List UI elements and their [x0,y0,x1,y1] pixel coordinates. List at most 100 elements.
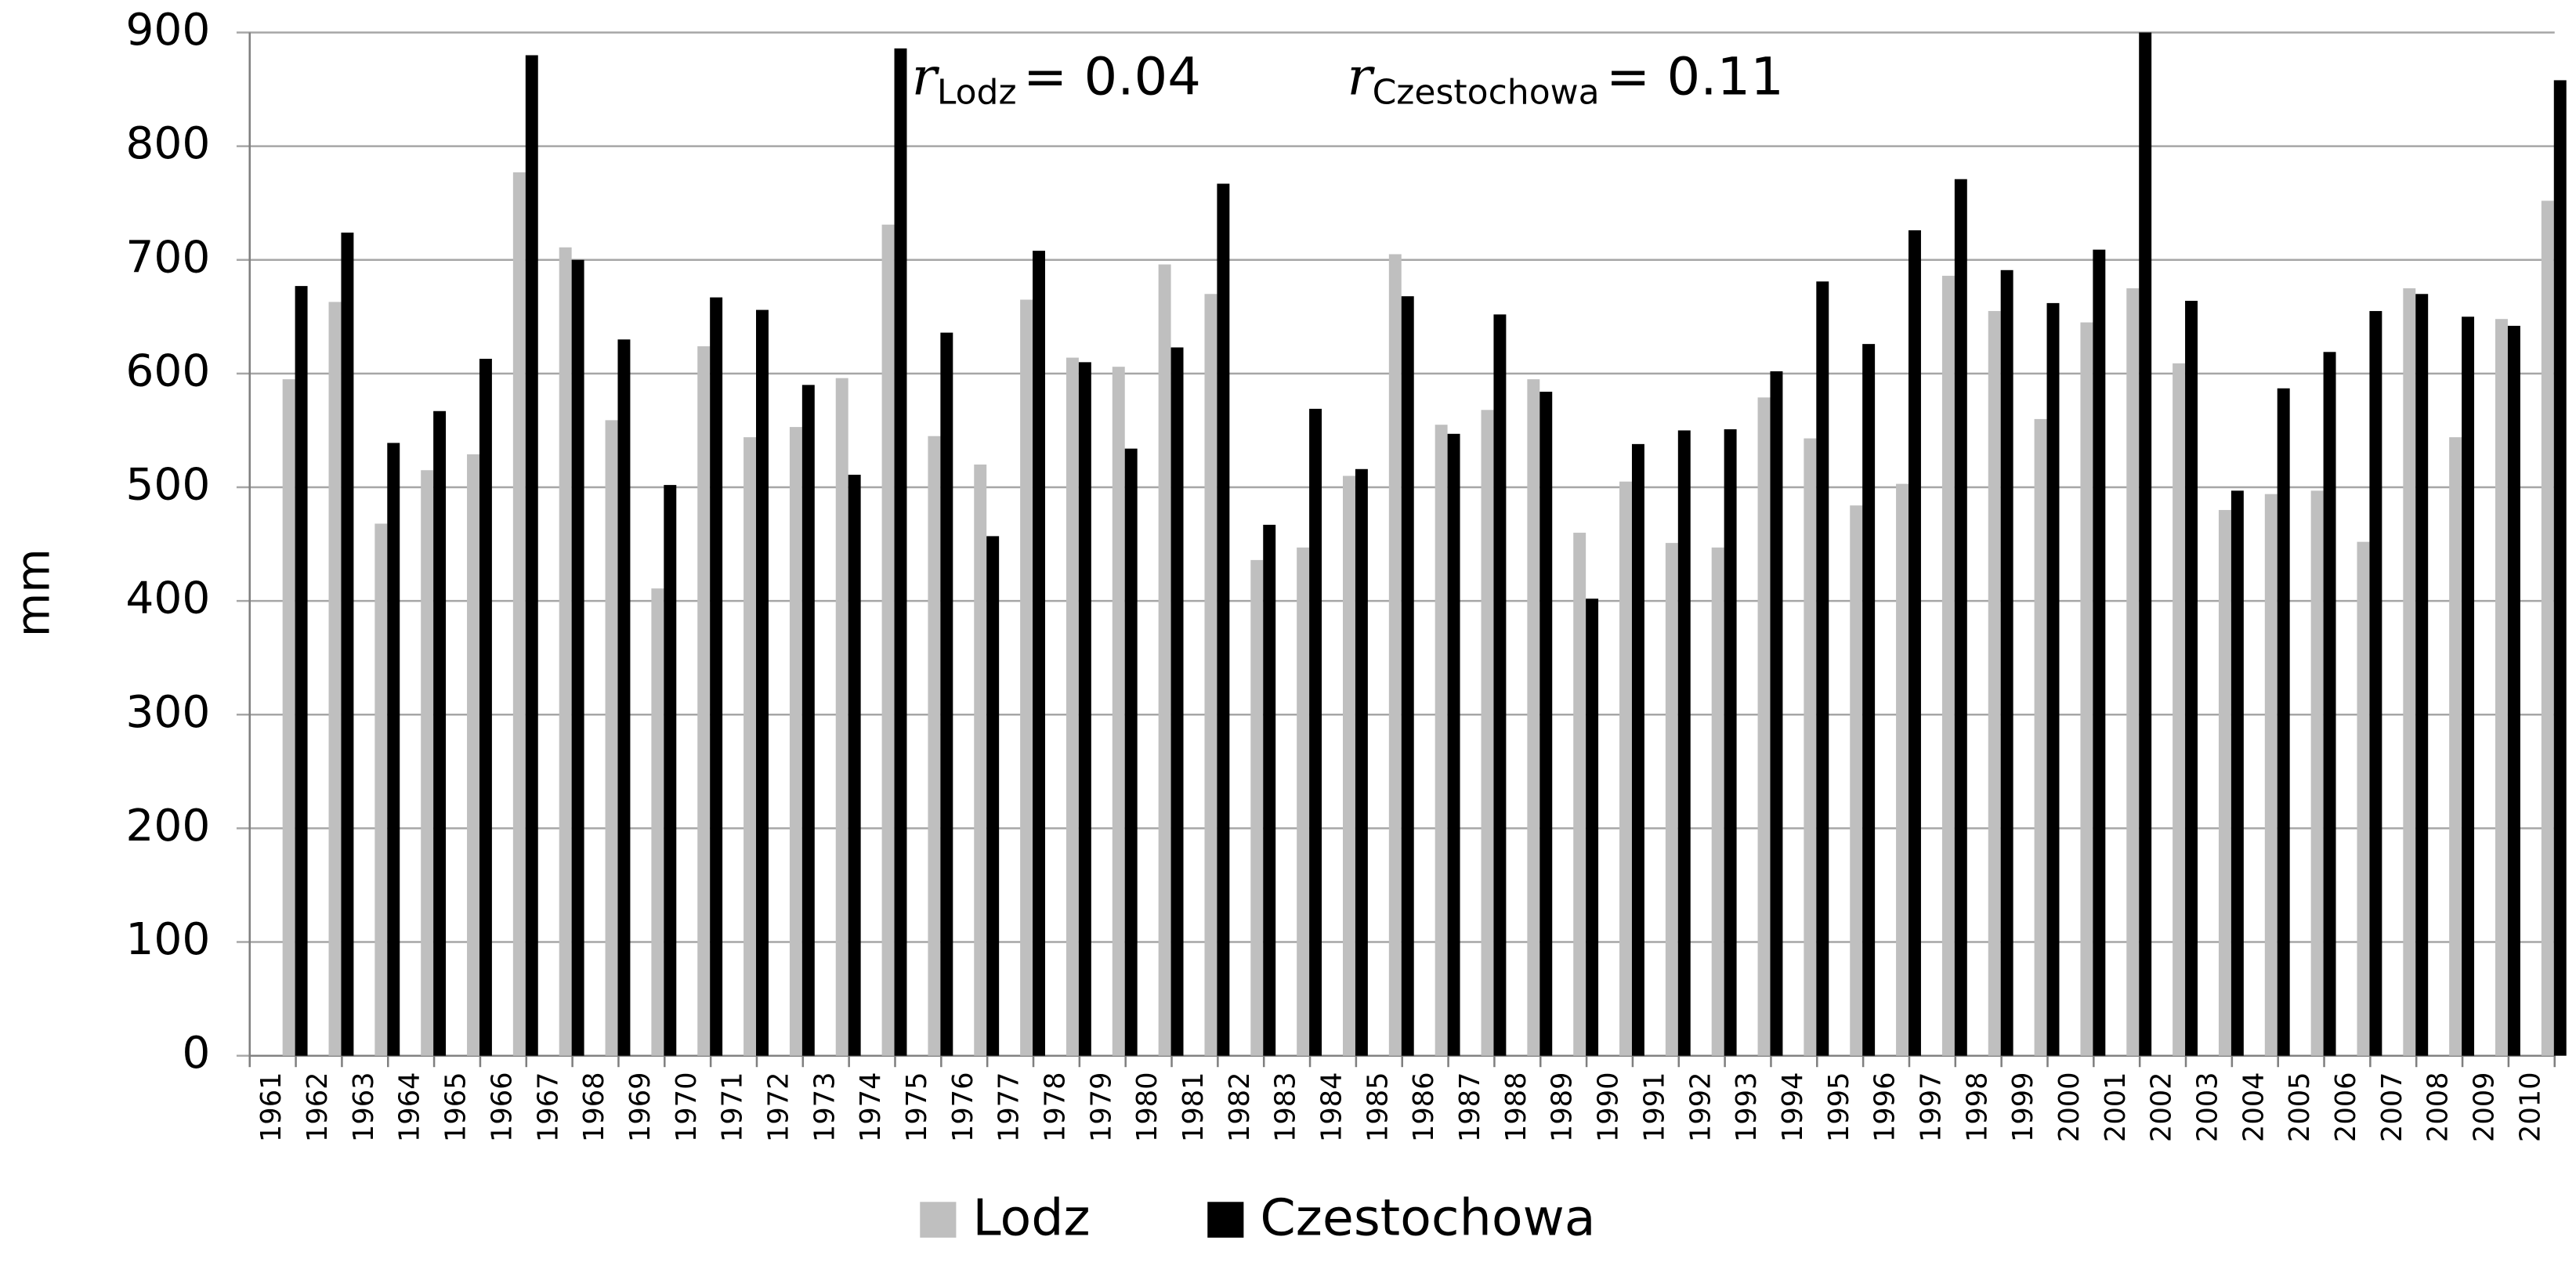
bar [1401,296,1414,1056]
bar [2218,510,2231,1056]
y-tick-label: 500 [125,460,210,511]
bar [1677,430,1691,1056]
bar [835,378,848,1056]
bar [328,302,342,1056]
bar [2357,541,2370,1056]
bar [1631,443,1644,1056]
x-tick-label: 1964 [394,1072,426,1142]
bar [559,247,572,1056]
bar [1711,547,1724,1056]
y-tick-label: 200 [125,801,210,852]
bar [1342,476,1355,1056]
bar [1297,547,1310,1056]
x-tick-label: 2003 [2191,1072,2223,1142]
x-tick-label: 1999 [2007,1072,2039,1142]
x-tick-label: 1986 [1408,1072,1440,1142]
bar [2553,80,2567,1056]
x-tick-label: 1991 [1638,1072,1670,1142]
x-tick-label: 1982 [1224,1072,1256,1142]
x-tick-label: 1994 [1777,1072,1809,1142]
x-tick-label: 1972 [762,1072,794,1142]
y-tick-label: 800 [125,118,210,169]
bar [2034,418,2047,1056]
x-tick-label: 1985 [1362,1072,1394,1142]
bar [282,379,295,1056]
x-tick-label: 2002 [2145,1072,2177,1142]
x-tick-label: 1997 [1915,1072,1947,1142]
bar [2323,352,2336,1056]
annotation: rLodz = 0.04 [912,46,1201,113]
x-tick-label: 2004 [2238,1072,2270,1142]
bar [1573,533,1586,1056]
y-tick-label: 900 [125,5,210,56]
bar [2415,294,2429,1056]
bar [1804,438,1817,1056]
annotation-subscript: Lodz [937,73,1017,113]
x-tick-label: 2000 [2053,1072,2086,1142]
bar [1757,397,1771,1056]
bar [2310,490,2324,1056]
bar [479,359,492,1056]
x-tick-label: 1970 [671,1072,703,1142]
y-tick-label: 400 [125,573,210,624]
bar [1770,371,1783,1056]
bar [2449,437,2462,1056]
annotation: rCzestochowa = 0.11 [1347,46,1783,113]
bar [1724,429,1737,1056]
bar [1020,299,1033,1056]
bar [1850,505,1863,1056]
bar [1908,230,1921,1056]
bar [1124,448,1138,1056]
y-tick-label: 100 [125,914,210,965]
bar [2080,322,2093,1056]
x-tick-label: 2008 [2422,1072,2455,1142]
bar [1112,367,1125,1056]
bar [697,346,711,1056]
y-tick-label: 600 [125,346,210,397]
bar [2046,302,2060,1056]
x-tick-label: 1966 [486,1072,518,1142]
bar [1539,392,1553,1056]
x-tick-label: 1978 [1039,1072,1071,1142]
x-tick-label: 1962 [302,1072,334,1142]
bar [2277,388,2290,1056]
bar [2139,32,2152,1056]
bar [2369,311,2382,1056]
bar [2000,269,2013,1056]
bar [1033,251,1045,1056]
bar [571,259,584,1056]
x-tick-label: 1979 [1085,1072,1117,1142]
bar [974,464,987,1056]
bar [1217,183,1230,1056]
bar [1527,379,1540,1056]
bar [2173,363,2186,1056]
x-tick-label: 1977 [993,1072,1025,1142]
bar [881,224,895,1056]
bar [743,437,757,1056]
bar [2403,288,2416,1056]
x-tick-label: 1976 [947,1072,979,1142]
bar [2495,319,2508,1056]
bar [1941,276,1955,1056]
bar [295,286,308,1056]
x-tick-label: 1988 [1500,1072,1532,1142]
bar [2462,316,2475,1056]
bar [1158,264,1171,1056]
bar [2126,288,2140,1056]
bar [756,309,769,1056]
x-tick-label: 1971 [716,1072,748,1142]
x-tick-label: 1973 [809,1072,841,1142]
legend-swatch [920,1202,957,1238]
bar [1988,311,2001,1056]
legend-label: Czestochowa [1260,1189,1595,1248]
x-tick-label: 1984 [1315,1072,1348,1142]
x-tick-label: 2006 [2330,1072,2362,1142]
bar [1896,483,1909,1056]
annotation-text: = 0.04 [1023,46,1201,107]
x-tick-label: 1993 [1731,1072,1763,1142]
bar [664,485,677,1056]
bar [928,436,941,1056]
bar [421,470,434,1056]
bar [605,420,618,1056]
